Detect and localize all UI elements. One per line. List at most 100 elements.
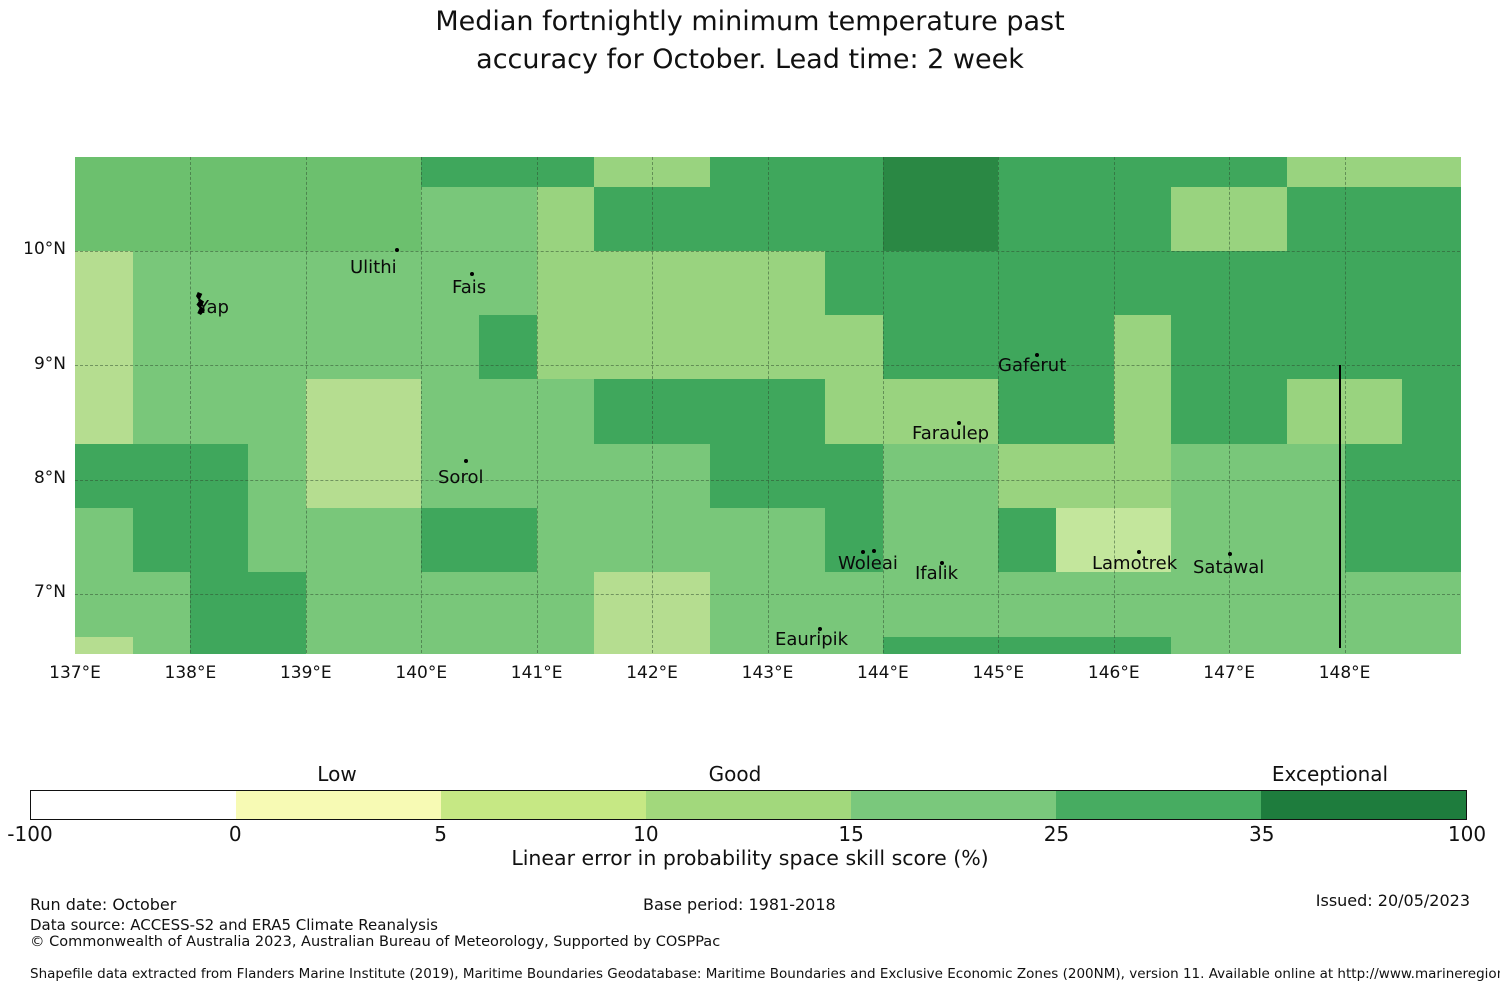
island-marker-dot: [1137, 550, 1141, 554]
grid-cell: [248, 379, 307, 445]
eez-boundary-line: [1339, 365, 1341, 648]
grid-cell: [248, 572, 307, 638]
grid-cell: [75, 379, 134, 445]
grid-cell: [709, 572, 769, 638]
x-tick-label: 142°E: [626, 663, 678, 683]
grid-cell: [1344, 508, 1403, 573]
grid-cell: [767, 187, 826, 252]
grid-cell: [1171, 157, 1230, 188]
grid-cell: [825, 251, 884, 316]
grid-cell: [305, 444, 365, 509]
island-marker-dot: [395, 248, 399, 252]
grid-cell: [998, 444, 1057, 509]
longitude-gridline: [536, 157, 538, 653]
grid-cell: [882, 508, 942, 573]
grid-cell: [1171, 379, 1230, 445]
grid-cell: [709, 379, 769, 445]
grid-cell: [132, 508, 191, 573]
colorbar-segment: [1056, 791, 1261, 819]
grid-cell: [940, 315, 999, 380]
grid-cell: [190, 187, 249, 252]
longitude-gridline: [652, 157, 654, 653]
grid-cell: [998, 187, 1057, 252]
island-marker-dot: [1228, 552, 1232, 556]
x-tick-label: 140°E: [395, 663, 448, 683]
longitude-gridline: [190, 157, 192, 653]
grid-cell: [363, 187, 422, 252]
grid-cell: [190, 572, 249, 638]
grid-cell: [652, 251, 711, 316]
grid-cell: [882, 444, 942, 509]
grid-cell: [940, 157, 999, 188]
x-tick-label: 147°E: [1203, 663, 1255, 683]
grid-cell: [998, 508, 1057, 573]
x-tick-label: 138°E: [164, 663, 217, 683]
grid-cell: [421, 379, 480, 445]
grid-cell: [594, 379, 653, 445]
island-label-sorol: Sorol: [438, 467, 484, 488]
x-tick-label: 146°E: [1087, 663, 1140, 683]
grid-cell: [998, 379, 1057, 445]
grid-cell: [363, 315, 422, 380]
grid-cell: [825, 315, 884, 380]
grid-cell: [75, 637, 134, 654]
colorbar-tick-label: 10: [633, 822, 659, 846]
skill-score-map: Yap Ulithi Fais Sorol Gaferut Faraulep Woleai I…: [75, 157, 1461, 654]
grid-cell: [305, 572, 365, 638]
colorbar-label-good: Good: [708, 762, 762, 786]
grid-cell: [305, 187, 365, 252]
grid-cell: [1402, 572, 1461, 638]
grid-cell: [1056, 637, 1115, 654]
grid-cell: [421, 157, 480, 188]
grid-cell: [1344, 572, 1403, 638]
grid-cell: [767, 637, 826, 654]
grid-cell: [1286, 508, 1346, 573]
colorbar-tick-label: 100: [1447, 822, 1487, 846]
longitude-gridline: [421, 157, 423, 653]
grid-cell: [132, 251, 191, 316]
island-label-woleai: Woleai: [838, 553, 898, 574]
island-label-yap: Yap: [198, 297, 229, 318]
grid-cell: [1344, 315, 1403, 380]
grid-cell: [825, 508, 884, 573]
island-label-faraulep: Faraulep: [912, 423, 990, 444]
colorbar-segment: [1261, 791, 1466, 819]
colorbar-tick-label: -100: [7, 822, 53, 846]
grid-cell: [1229, 251, 1288, 316]
y-tick-label: 9°N: [33, 354, 66, 374]
footer-issued: Issued: 20/05/2023: [1315, 891, 1470, 910]
grid-cell: [998, 572, 1057, 638]
grid-cell: [594, 315, 653, 380]
grid-cell: [767, 157, 826, 188]
grid-cell: [652, 637, 711, 654]
grid-cell: [536, 637, 595, 654]
grid-cell: [1229, 157, 1288, 188]
grid-cell: [882, 572, 942, 638]
grid-cell: [998, 251, 1057, 316]
grid-cell: [75, 251, 134, 316]
grid-cell: [248, 251, 307, 316]
x-tick-label: 139°E: [279, 663, 332, 683]
grid-cell: [190, 508, 249, 573]
grid-cell: [305, 637, 365, 654]
grid-cell: [190, 315, 249, 380]
grid-cell: [536, 157, 595, 188]
grid-cell: [1171, 315, 1230, 380]
grid-cell: [940, 508, 999, 573]
footer-run-date: Run date: October: [30, 895, 177, 914]
x-tick-label: 148°E: [1318, 663, 1371, 683]
grid-cell: [882, 637, 942, 654]
grid-cell: [421, 251, 480, 316]
grid-cell: [536, 187, 595, 252]
grid-cell: [1171, 637, 1230, 654]
grid-cell: [1402, 157, 1461, 188]
grid-cell: [1171, 187, 1230, 252]
colorbar-tick-label: 35: [1248, 822, 1275, 846]
grid-cell: [190, 444, 249, 509]
grid-cell: [1056, 444, 1115, 509]
grid-cell: [594, 444, 653, 509]
grid-cell: [1171, 251, 1230, 316]
grid-cell: [1344, 637, 1403, 654]
x-tick-label: 143°E: [741, 663, 794, 683]
grid-cell: [75, 572, 134, 638]
